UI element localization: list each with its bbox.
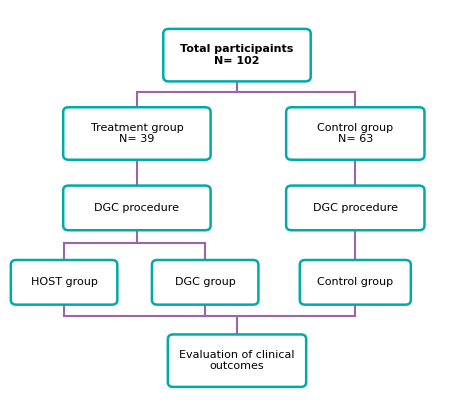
Text: HOST group: HOST group — [31, 277, 98, 287]
FancyBboxPatch shape — [63, 186, 210, 230]
FancyBboxPatch shape — [163, 29, 311, 82]
FancyBboxPatch shape — [168, 335, 306, 387]
Text: DGC procedure: DGC procedure — [94, 203, 179, 213]
Text: Total participaints
N= 102: Total participaints N= 102 — [180, 44, 294, 66]
FancyBboxPatch shape — [300, 260, 411, 305]
Text: Control group
N= 63: Control group N= 63 — [317, 123, 393, 144]
FancyBboxPatch shape — [152, 260, 258, 305]
FancyBboxPatch shape — [63, 107, 210, 160]
FancyBboxPatch shape — [11, 260, 118, 305]
FancyBboxPatch shape — [286, 186, 425, 230]
Text: Treatment group
N= 39: Treatment group N= 39 — [91, 123, 183, 144]
FancyBboxPatch shape — [286, 107, 425, 160]
Text: Evaluation of clinical
outcomes: Evaluation of clinical outcomes — [179, 350, 295, 371]
Text: DGC group: DGC group — [175, 277, 236, 287]
Text: DGC procedure: DGC procedure — [313, 203, 398, 213]
Text: Control group: Control group — [317, 277, 393, 287]
